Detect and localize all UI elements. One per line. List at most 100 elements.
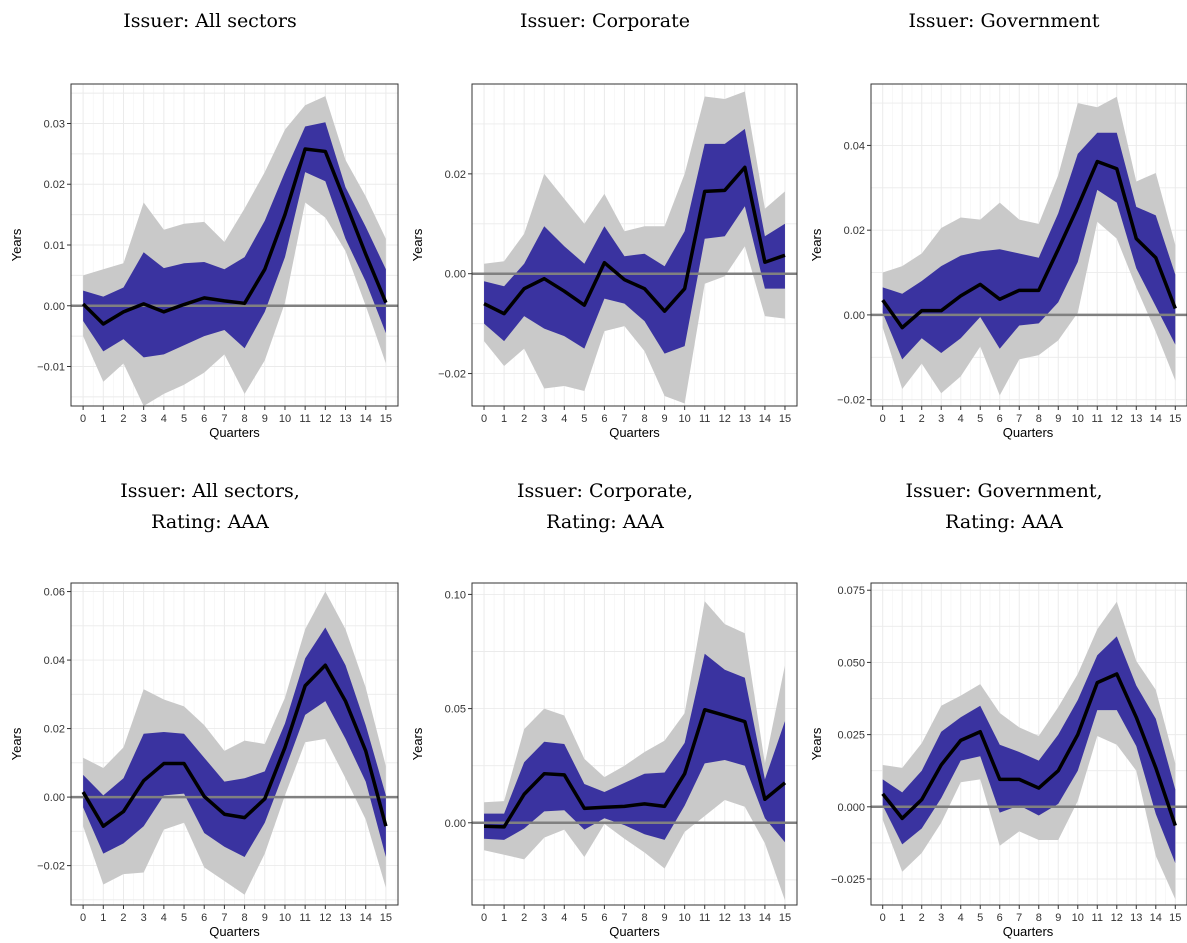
plot-border	[870, 83, 1187, 407]
estimate-line	[483, 165, 786, 316]
x-tick-label: 14	[759, 912, 771, 924]
y-axis-label: Years	[809, 228, 824, 261]
chart-panel-1: Issuer: All sectors −0.01 0.00 0.01 0.02 0.03…	[9, 10, 399, 440]
chart-panel-2: Issuer: Corporate−0.020.000.020 1 2 3 4 5 6 7 8 9…	[410, 10, 798, 440]
x-tick-label: 15	[779, 413, 791, 425]
x-tick-label: 3	[938, 413, 944, 425]
x-tick-label: 2	[521, 912, 527, 924]
x-tick-label: 4	[161, 912, 167, 924]
x-tick-label: 4	[958, 413, 964, 425]
x-tick-label: 10	[679, 413, 691, 425]
y-tick-label: 0.00	[445, 269, 466, 281]
gridlines	[871, 583, 1187, 905]
x-axis-label: Quarters	[1003, 425, 1054, 440]
plot-border	[471, 582, 798, 906]
x-tick-label: 15	[1169, 413, 1181, 425]
x-tick-label: 2	[120, 912, 126, 924]
y-tick-label: −0.025	[831, 874, 865, 886]
x-tick-label: 0	[880, 912, 886, 924]
x-tick-label: 4	[561, 413, 567, 425]
x-tick-label: 1	[899, 912, 905, 924]
x-tick-label: 2	[120, 413, 126, 425]
x-tick-label: 0	[481, 413, 487, 425]
chart-title: Issuer: All sectors,	[120, 480, 300, 502]
y-tick-label: 0.000	[837, 802, 865, 814]
chart-title: Issuer: All sectors	[123, 10, 296, 32]
x-tick-label: 6	[201, 413, 207, 425]
x-tick-label: 4	[958, 912, 964, 924]
x-tick-label: 15	[380, 413, 392, 425]
y-tick-label: 0.025	[837, 730, 865, 742]
y-tick-label: 0.02	[844, 225, 865, 237]
x-axis-label: Quarters	[1003, 924, 1054, 939]
y-axis-label: Years	[9, 727, 24, 760]
x-tick-label: 3	[541, 912, 547, 924]
x-tick-label: 5	[581, 912, 587, 924]
x-tick-label: 1	[100, 413, 106, 425]
plot-area	[871, 84, 1187, 406]
x-tick-label: 6	[997, 413, 1003, 425]
chart-title: Issuer: Corporate,	[517, 480, 693, 502]
chart-panel-4: Issuer: All sectors, Rating: AAA −0.02 0.00…	[9, 480, 399, 939]
x-tick-label: 12	[719, 912, 731, 924]
y-tick-label: 0.04	[44, 655, 65, 667]
plot-area	[871, 583, 1187, 905]
x-tick-label: 3	[141, 912, 147, 924]
x-tick-label: 8	[242, 413, 248, 425]
y-tick-label: 0.05	[445, 704, 466, 716]
x-axis-label: Quarters	[209, 924, 260, 939]
x-axis-label: Quarters	[609, 425, 660, 440]
x-tick-label: 11	[1092, 912, 1103, 924]
x-tick-label: 9	[662, 413, 668, 425]
y-tick-label: 0.01	[44, 240, 65, 252]
x-tick-label: 5	[977, 413, 983, 425]
x-tick-label: 7	[221, 912, 227, 924]
estimate-line	[81, 663, 388, 828]
x-tick-label: 6	[601, 413, 607, 425]
chart-title: Issuer: Government	[908, 10, 1099, 32]
y-axis-label: Years	[410, 228, 425, 261]
x-axis-label: Quarters	[209, 425, 260, 440]
x-tick-label: 7	[621, 912, 627, 924]
x-tick-label: 6	[601, 912, 607, 924]
x-tick-label: 14	[360, 413, 372, 425]
x-tick-label: 13	[739, 912, 751, 924]
estimate-line	[483, 707, 787, 829]
x-tick-label: 5	[181, 912, 187, 924]
y-tick-label: 0.02	[445, 169, 466, 181]
x-tick-label: 0	[80, 912, 86, 924]
x-tick-label: 12	[1111, 912, 1123, 924]
inner-confidence-band	[83, 627, 386, 858]
x-tick-label: 10	[1072, 912, 1084, 924]
y-tick-label: −0.02	[37, 861, 65, 873]
x-tick-label: 0	[481, 912, 487, 924]
x-tick-label: 8	[641, 912, 647, 924]
y-tick-label: 0.10	[445, 589, 466, 601]
x-tick-label: 6	[201, 912, 207, 924]
x-tick-label: 4	[161, 413, 167, 425]
x-tick-label: 10	[679, 912, 691, 924]
x-tick-label: 11	[699, 912, 710, 924]
x-tick-label: 0	[880, 413, 886, 425]
x-tick-label: 1	[501, 413, 507, 425]
x-tick-label: 10	[279, 912, 291, 924]
inner-confidence-band	[484, 128, 785, 354]
x-tick-label: 14	[360, 912, 372, 924]
x-tick-label: 6	[997, 912, 1003, 924]
x-tick-label: 10	[279, 413, 291, 425]
chart-panel-6: Issuer: Government, Rating: AAA −0.025 0.00…	[809, 480, 1187, 939]
plot-area	[472, 583, 797, 905]
x-tick-label: 3	[541, 413, 547, 425]
x-tick-label: 8	[1036, 912, 1042, 924]
y-tick-label: 0.06	[44, 587, 65, 599]
x-tick-label: 0	[80, 413, 86, 425]
x-tick-label: 8	[242, 912, 248, 924]
x-tick-label: 9	[1055, 912, 1061, 924]
x-tick-label: 15	[380, 912, 392, 924]
x-tick-label: 7	[1016, 912, 1022, 924]
y-axis-label: Years	[410, 727, 425, 760]
x-tick-label: 9	[1055, 413, 1061, 425]
inner-confidence-band	[882, 132, 1176, 360]
inner-confidence-band	[484, 653, 785, 843]
